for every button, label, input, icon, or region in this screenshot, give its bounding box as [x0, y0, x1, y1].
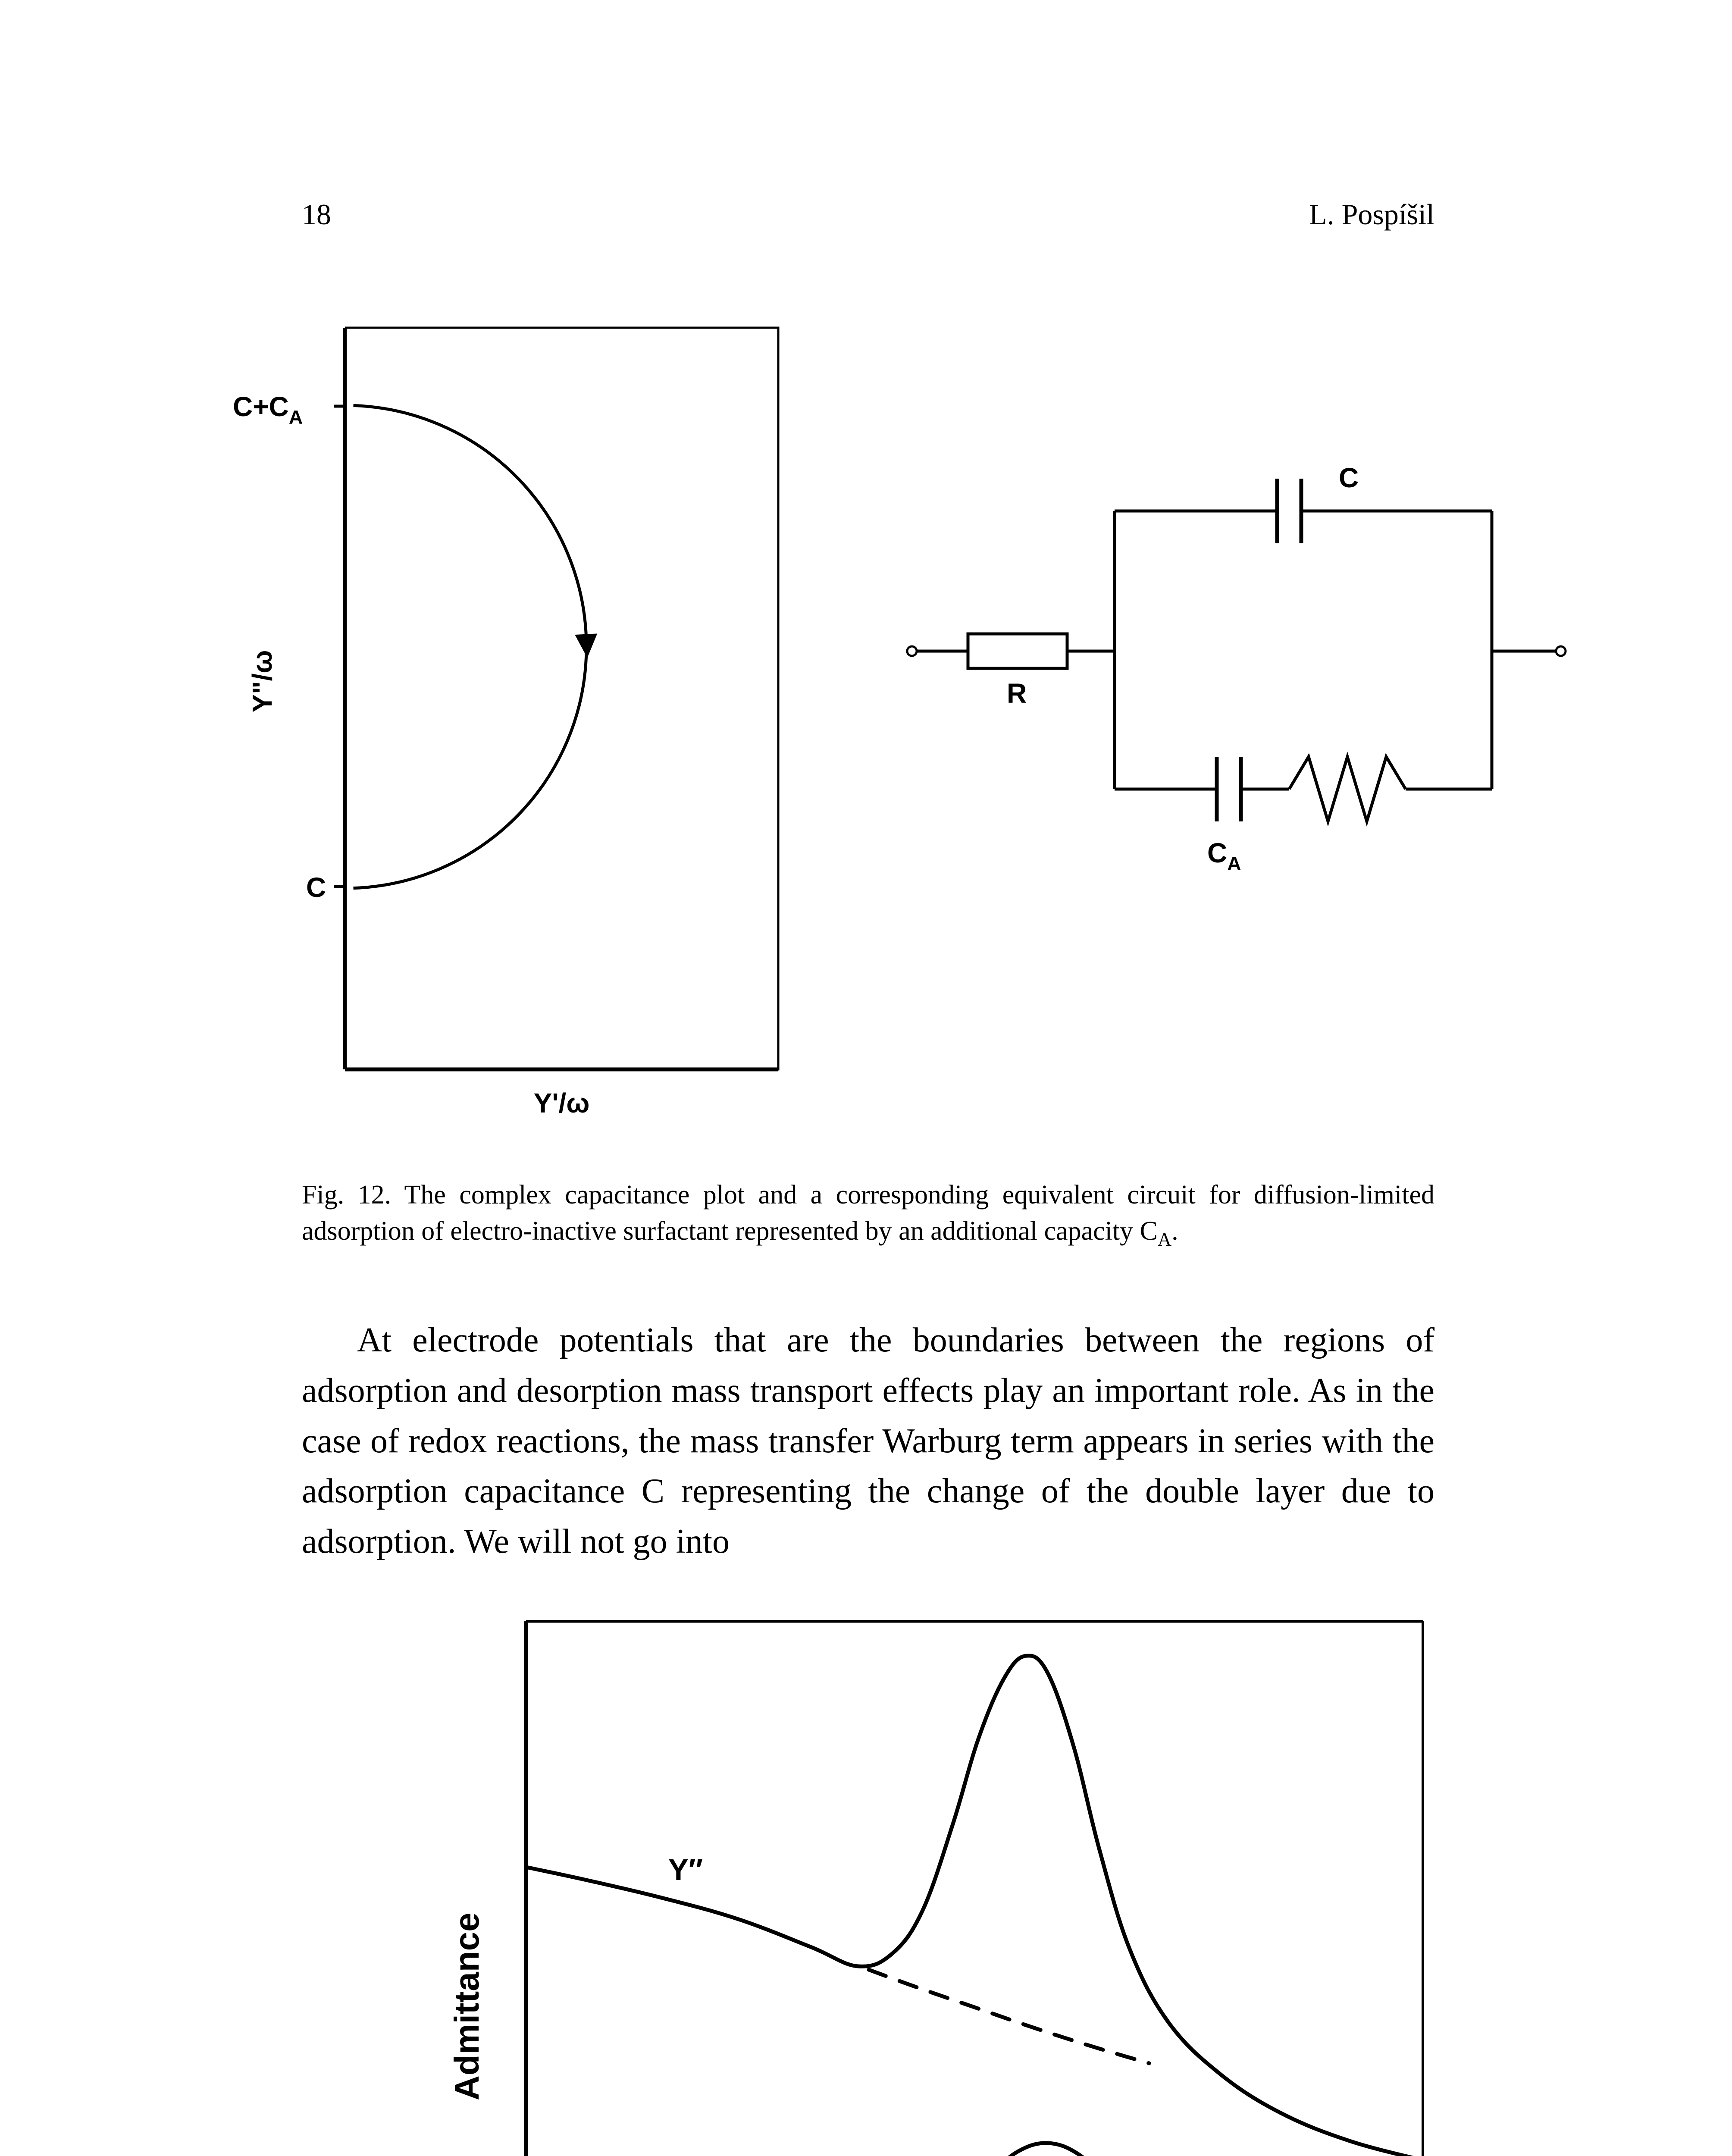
figure-12-caption: Fig. 12. The complex capacitance plot an… — [302, 1177, 1434, 1249]
running-head: L. Pospíšil — [1309, 197, 1434, 232]
svg-text:Y″: Y″ — [668, 1853, 703, 1887]
page-number: 18 — [302, 197, 331, 232]
body-paragraph-text: At electrode potentials that are the bou… — [302, 1321, 1434, 1561]
figure-12-svg: C+CA C Y"/ω Y'/ω R C CA — [224, 310, 1591, 1145]
figure-12-caption-sub: A — [1158, 1228, 1171, 1250]
figure-13-svg: Y″Y′AdmittanceE — [435, 1608, 1440, 2156]
svg-text:R: R — [1007, 678, 1027, 709]
svg-text:Admittance: Admittance — [448, 1912, 486, 2100]
figure-12-caption-prefix: Fig. 12. — [302, 1180, 391, 1210]
figure-12-caption-suffix: . — [1171, 1216, 1178, 1246]
svg-text:CA: CA — [1207, 837, 1241, 874]
body-paragraph: At electrode potentials that are the bou… — [302, 1315, 1434, 1567]
page-header: 18 L. Pospíšil — [302, 197, 1434, 232]
svg-text:Y'/ω: Y'/ω — [534, 1087, 590, 1119]
figure-12: C+CA C Y"/ω Y'/ω R C CA — [224, 310, 1591, 1145]
svg-text:C: C — [1339, 462, 1359, 493]
figure-13: Y″Y′AdmittanceE — [435, 1608, 1440, 2156]
page: 18 L. Pospíšil C+CA C Y"/ω Y'/ω R C CA Fig. 12… — [0, 0, 1732, 2156]
svg-text:C: C — [306, 872, 326, 903]
svg-text:Y"/ω: Y"/ω — [247, 650, 278, 713]
figure-12-caption-text: The complex capacitance plot and a corre… — [302, 1180, 1434, 1246]
svg-text:C+CA: C+CA — [233, 391, 303, 428]
